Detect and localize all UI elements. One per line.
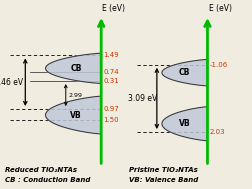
Text: VB: VB <box>178 119 190 128</box>
Text: Pristine TiO₂NTAs: Pristine TiO₂NTAs <box>129 167 197 173</box>
Text: 2.03: 2.03 <box>209 129 224 135</box>
Text: -1.06: -1.06 <box>209 62 227 68</box>
Text: CB: CB <box>178 68 190 77</box>
Text: 0.31: 0.31 <box>103 78 118 84</box>
Text: CB: CB <box>70 64 81 73</box>
Text: VB: VB <box>70 111 82 120</box>
Polygon shape <box>161 60 207 86</box>
Text: E (eV): E (eV) <box>208 4 231 13</box>
Text: 1.50: 1.50 <box>103 118 118 123</box>
Text: 0.74: 0.74 <box>103 69 118 75</box>
Text: 3.09 eV: 3.09 eV <box>128 94 157 103</box>
Text: VB: Valence Band: VB: Valence Band <box>129 177 198 183</box>
Polygon shape <box>45 53 101 84</box>
Text: CB : Conduction Band: CB : Conduction Band <box>5 177 90 183</box>
Text: 0.97: 0.97 <box>103 106 118 112</box>
Text: E (eV): E (eV) <box>102 4 125 13</box>
Text: 2.99: 2.99 <box>68 93 82 98</box>
Text: Reduced TiO₂NTAs: Reduced TiO₂NTAs <box>5 167 77 173</box>
Text: 1.49: 1.49 <box>103 53 118 59</box>
Text: 2.46 eV: 2.46 eV <box>0 78 23 87</box>
Polygon shape <box>161 107 207 141</box>
Polygon shape <box>45 96 101 134</box>
